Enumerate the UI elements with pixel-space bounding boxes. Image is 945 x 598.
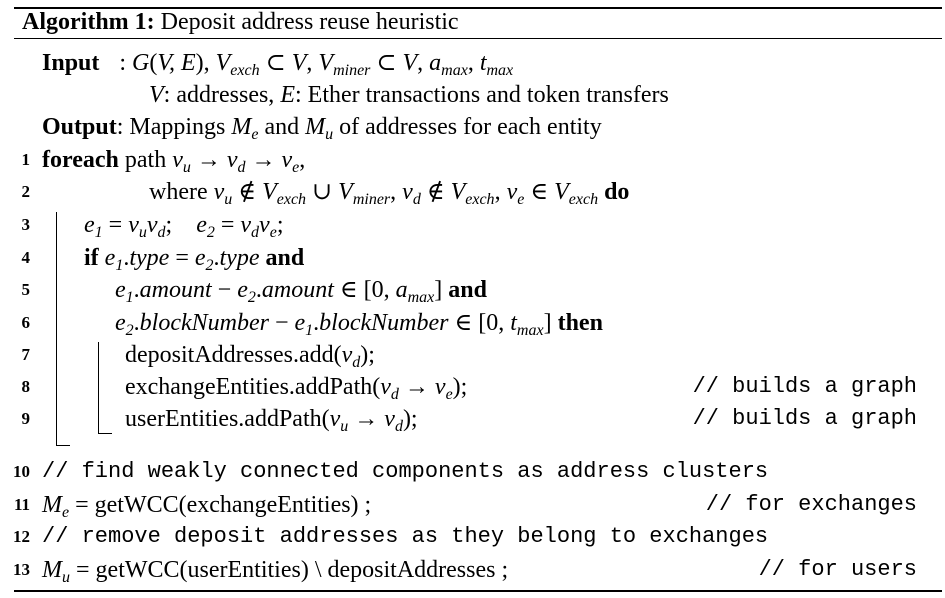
code-line-9: userEntities.addPath(vu → vd); [125, 406, 418, 435]
line-number-5: 5 [21, 280, 31, 299]
algorithm-label: Algorithm 1: [22, 9, 155, 35]
comment-line-11: // for exchanges [705, 492, 917, 517]
line-number-7: 7 [21, 345, 31, 364]
code-line-11: Me = getWCC(exchangeEntities) ; [42, 492, 372, 521]
code-line-10: // find weakly connected components as a… [42, 459, 769, 484]
output-label: Output [42, 114, 117, 140]
line-number-6: 6 [21, 313, 31, 332]
comment-line-8: // builds a graph [692, 374, 917, 399]
bottom-rule [14, 590, 942, 592]
comment-line-13: // for users [758, 557, 917, 582]
line-number-10: 10 [13, 462, 30, 481]
code-line-12: // remove deposit addresses as they belo… [42, 524, 769, 549]
code-line-7: depositAddresses.add(vd); [125, 342, 375, 371]
line-number-11: 11 [13, 495, 30, 514]
code-line-6: e2.blockNumber − e1.blockNumber ∈ [0, tm… [115, 310, 603, 339]
line-number-3: 3 [21, 215, 31, 234]
top-rule [14, 7, 942, 9]
line-number-12: 12 [13, 527, 30, 546]
line-number-4: 4 [21, 248, 31, 267]
input-line-2: V: addresses, E: Ether transactions and … [149, 82, 669, 108]
code-line-5: e1.amount − e2.amount ∈ [0, amax] and [115, 277, 487, 306]
title-rule [14, 38, 942, 39]
code-line-1: foreach path vu → vd → ve, [42, 147, 306, 176]
output-line: Output: Mappings Me and Mu of addresses … [42, 114, 602, 143]
input-label: Input [42, 50, 100, 76]
foreach-block-end [56, 445, 70, 446]
comment-line-9: // builds a graph [692, 406, 917, 431]
if-block-bar [98, 342, 99, 434]
code-line-2: where vu ∉ Vexch ∪ Vminer, vd ∉ Vexch, v… [149, 179, 630, 208]
algorithm-title-text: Deposit address reuse heuristic [160, 9, 459, 35]
line-number-13: 13 [13, 560, 30, 579]
if-block-end [98, 433, 112, 434]
code-line-3: e1 = vuvd; e2 = vdve; [84, 212, 284, 241]
line-number-9: 9 [21, 409, 31, 428]
line-number-2: 2 [21, 182, 31, 201]
algorithm-title: Algorithm 1: Deposit address reuse heuri… [22, 6, 459, 38]
input-line-1: Input : G(V, E), Vexch ⊂ V, Vminer ⊂ V, … [42, 50, 514, 79]
code-line-8: exchangeEntities.addPath(vd → ve); [125, 374, 468, 403]
foreach-block-bar [56, 212, 57, 446]
line-number-1: 1 [21, 150, 31, 169]
code-line-13: Mu = getWCC(userEntities) \ depositAddre… [42, 557, 509, 586]
code-line-4: if e1.type = e2.type and [84, 245, 305, 274]
line-number-8: 8 [21, 377, 31, 396]
